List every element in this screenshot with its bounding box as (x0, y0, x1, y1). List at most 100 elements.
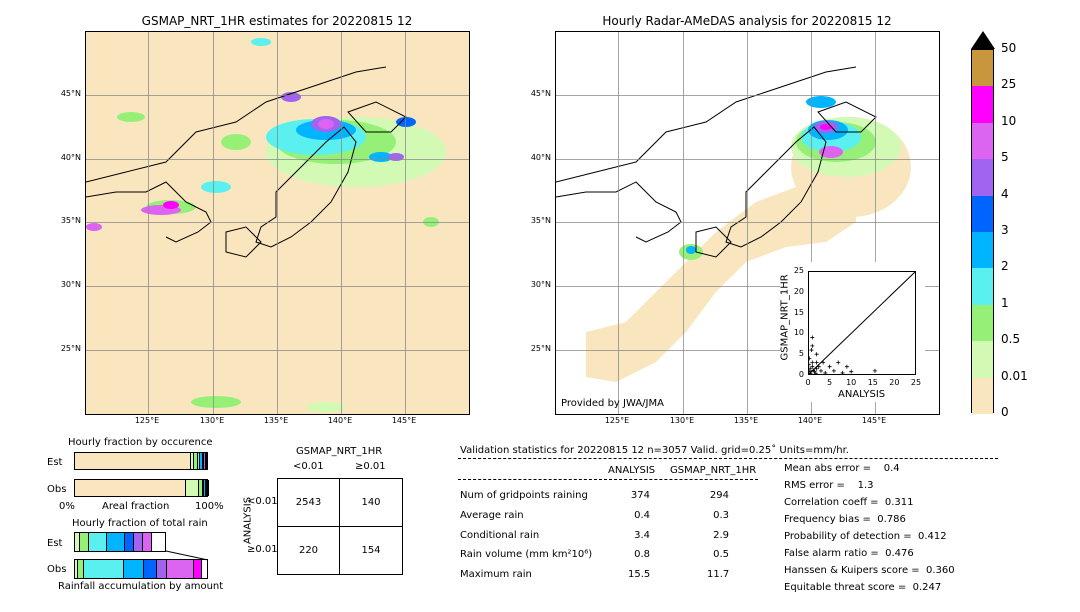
scatter-point (814, 352, 819, 357)
scatter-point (814, 360, 819, 365)
scatter-point (844, 364, 849, 369)
left-lon-130: 130°E (199, 416, 225, 425)
scatter-diagonal (808, 271, 916, 375)
scatter-point (810, 364, 815, 369)
left-lat-30: 30°N (60, 280, 81, 289)
contingency-row-ge: ≥0.01 (247, 544, 278, 555)
colorbar-arrow (971, 31, 995, 49)
left-map (85, 31, 470, 415)
scatter-point (810, 335, 815, 340)
scatter-xlabel: ANALYSIS (838, 389, 886, 400)
scatter-point (814, 366, 819, 371)
colorbar-segment (972, 268, 993, 305)
scatter-point (809, 348, 814, 353)
scatter-point (836, 360, 841, 365)
occurrence-obs-segment (205, 480, 207, 496)
colorbar-label: 0.5 (1001, 332, 1021, 347)
total-rain-connector (165, 550, 209, 561)
occurrence-obs-segment (203, 480, 205, 496)
left-lat-25: 25°N (60, 344, 81, 353)
colorbar-label: 0.01 (1001, 368, 1028, 383)
left-lon-135: 135°E (263, 416, 289, 425)
contingency-cell-miss: 220 (298, 545, 319, 556)
total-rain-est-segment (124, 533, 134, 551)
scatter-ytick: 0 (798, 370, 804, 379)
scatter-point (808, 369, 812, 374)
scatter-ytick: 5 (798, 349, 804, 359)
total-rain-est-segment (88, 533, 107, 551)
scatter-point (810, 360, 815, 365)
validation-row-label: Average rain (460, 510, 524, 521)
colorbar-segment (972, 377, 993, 414)
validation-divider (458, 458, 998, 459)
colorbar-label: 3 (1001, 223, 1009, 237)
scatter-xtick: 0 (805, 378, 811, 387)
occurrence-est-segment (202, 453, 205, 469)
scatter-point (818, 368, 823, 373)
occurrence-obs-segment (204, 480, 206, 496)
total-rain-est-segment (142, 533, 152, 551)
colorbar-label: 50 (1001, 41, 1017, 55)
contingency-cell-false-alarm: 140 (361, 497, 381, 508)
colorbar (971, 49, 994, 414)
total-rain-obs-segment (84, 560, 124, 578)
total-rain-est-segment (106, 533, 125, 551)
contingency-col-ge: ≥0.01 (355, 461, 386, 472)
scatter-ytick: 10 (793, 328, 804, 338)
validation-row-analysis: 15.5 (628, 569, 651, 580)
total-rain-obs-segment (167, 560, 194, 578)
scatter-point (808, 362, 811, 367)
occurrence-obs-segment (185, 480, 200, 496)
left-lon-125: 125°E (134, 416, 160, 425)
scatter-xtick: 10 (846, 378, 857, 387)
colorbar-label: 5 (1001, 150, 1009, 165)
colorbar-label: 0 (1001, 405, 1009, 419)
occurrence-row-obs: Obs (47, 484, 67, 495)
validation-row-gsmap: 0.5 (713, 549, 729, 560)
scatter-xtick: 5 (827, 378, 833, 387)
score-rmse: RMS error = 1.3 (784, 480, 874, 491)
total-rain-est-bar (74, 532, 166, 552)
total-rain-xlabel: Rainfall accumulation by amount (58, 581, 224, 592)
occurrence-obs-segment (207, 480, 209, 496)
right-lon-140: 140°E (797, 416, 823, 425)
occurrence-obs-segment (199, 480, 204, 496)
validation-header: Validation statistics for 20220815 12 n=… (460, 445, 849, 456)
right-lon-130: 130°E (669, 416, 695, 425)
total-rain-obs-segment (75, 560, 78, 578)
right-map-title: Hourly Radar-AMeDAS analysis for 2022081… (602, 14, 892, 28)
occurrence-est-segment (193, 453, 198, 469)
scatter-xtick: 15 (867, 378, 878, 387)
occurrence-row-est: Est (47, 457, 63, 468)
left-lon-140: 140°E (327, 416, 353, 425)
scatter-point (808, 356, 812, 361)
total-rain-obs-bar (74, 559, 208, 579)
right-lat-45: 45°N (530, 89, 551, 98)
colorbar-segment (972, 232, 993, 269)
occurrence-est-segment (200, 453, 203, 469)
colorbar-label: 25 (1001, 77, 1017, 92)
occurrence-est-segment (205, 453, 207, 469)
right-lon-145: 145°E (861, 416, 887, 425)
total-rain-est-segment (133, 533, 143, 551)
right-lat-25: 25°N (530, 344, 551, 353)
scatter-point (808, 371, 813, 375)
validation-col-analysis: ANALYSIS (608, 465, 656, 476)
colorbar-segment (972, 86, 993, 123)
validation-row-label: Num of gridpoints raining (460, 490, 588, 501)
validation-row-gsmap: 2.9 (713, 530, 729, 541)
score-correlation: Correlation coeff = 0.311 (784, 497, 914, 508)
contingency-cell-hit-none: 2543 (295, 497, 322, 508)
occurrence-est-segment (75, 453, 192, 469)
scatter-point (849, 369, 854, 374)
colorbar-segment (972, 50, 993, 87)
validation-row-label: Conditional rain (460, 530, 540, 541)
scatter-ytick: 15 (793, 307, 804, 317)
right-lat-35: 35°N (530, 216, 551, 225)
colorbar-segment (972, 304, 993, 342)
score-far: False alarm ratio = 0.476 (784, 548, 914, 559)
validation-row-gsmap: 0.3 (713, 510, 729, 521)
contingency-row-lt: <0.01 (247, 496, 278, 507)
total-rain-est-segment (79, 533, 89, 551)
occurrence-x1: 100% (195, 501, 224, 512)
